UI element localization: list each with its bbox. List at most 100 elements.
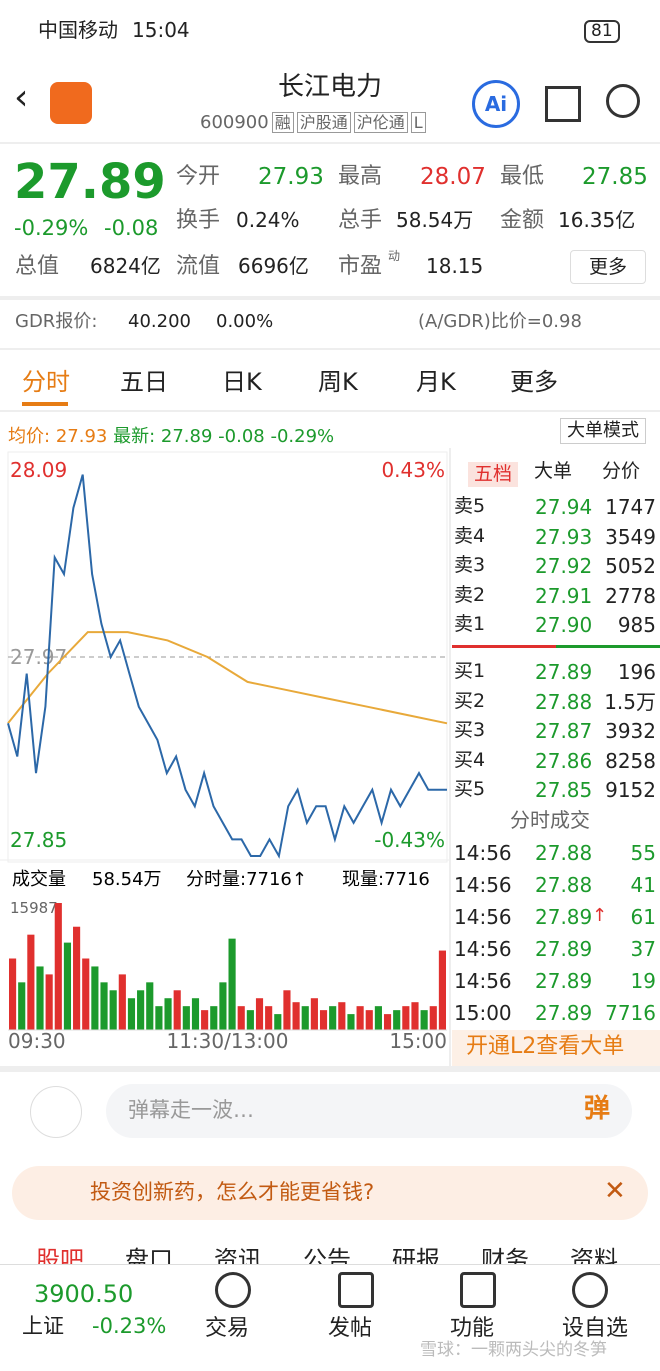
volume-bar bbox=[127, 998, 136, 1030]
book-qty: 196 bbox=[617, 660, 656, 684]
change: -0.08 bbox=[104, 216, 159, 240]
danmu-button[interactable]: 弹 bbox=[584, 1094, 611, 1124]
book-price: 27.91 bbox=[535, 583, 593, 608]
trade-qty: 61 bbox=[630, 905, 656, 929]
danmu-placeholder: 弹幕走一波… bbox=[128, 1098, 254, 1122]
trade-qty: 19 bbox=[630, 969, 656, 993]
book-price: 27.93 bbox=[535, 524, 593, 549]
x-tick-label: 11:30/13:00 bbox=[166, 1029, 288, 1053]
book-qty: 1.5万 bbox=[604, 689, 656, 714]
nav-item[interactable]: 设自选 bbox=[562, 1316, 629, 1341]
volume-bar bbox=[164, 998, 172, 1030]
tab[interactable]: 日K bbox=[222, 368, 262, 396]
tab[interactable]: 五日 bbox=[120, 368, 168, 396]
field-value: 27.85 bbox=[582, 164, 648, 190]
trade-time: 14:56 bbox=[454, 905, 512, 929]
nav-icon bbox=[460, 1272, 496, 1308]
divider bbox=[0, 348, 660, 350]
volume-bar bbox=[438, 950, 446, 1030]
volume-bar bbox=[210, 1006, 218, 1030]
book-qty: 1747 bbox=[605, 495, 656, 519]
volume-bar bbox=[182, 1006, 190, 1030]
book-qty: 9152 bbox=[605, 778, 656, 802]
danmu-icon[interactable] bbox=[30, 1086, 82, 1138]
volume-bar bbox=[73, 926, 81, 1030]
book-qty: 3549 bbox=[605, 524, 656, 549]
tab[interactable]: 更多 bbox=[510, 368, 558, 396]
volume-bar bbox=[356, 1006, 364, 1030]
field-label: 市盈 bbox=[338, 254, 383, 279]
trade-time: 14:56 bbox=[454, 873, 512, 897]
volume-bar bbox=[292, 1002, 300, 1030]
tab[interactable]: 周K bbox=[318, 368, 358, 396]
index-value[interactable]: 3900.50 bbox=[34, 1280, 134, 1308]
last: 27.89 bbox=[160, 426, 213, 447]
volume-bar bbox=[265, 1006, 273, 1030]
field-value: 18.15 bbox=[426, 254, 484, 278]
volume-bar bbox=[237, 1006, 245, 1030]
field-label: 最低 bbox=[500, 164, 545, 189]
tag: 融 bbox=[271, 112, 294, 133]
volume-bar bbox=[100, 982, 108, 1030]
trade-price: 27.88 bbox=[535, 873, 593, 897]
field-value: 27.93 bbox=[258, 164, 324, 190]
field-label: 最高 bbox=[338, 164, 383, 189]
trade-qty: 41 bbox=[630, 873, 656, 897]
ad-bar[interactable] bbox=[12, 1166, 648, 1220]
price-line bbox=[7, 474, 447, 859]
volume-bar bbox=[338, 1002, 346, 1030]
book-price: 27.94 bbox=[535, 495, 593, 519]
book-qty: 985 bbox=[617, 613, 656, 637]
book-price: 27.89 bbox=[535, 660, 593, 684]
nav-item[interactable]: 交易 bbox=[205, 1316, 250, 1341]
battery: 81 bbox=[584, 20, 620, 43]
more-button[interactable]: 更多 bbox=[570, 250, 646, 284]
book-price: 27.92 bbox=[535, 554, 593, 578]
volume-bar bbox=[137, 990, 145, 1030]
volume-bar bbox=[274, 1014, 282, 1030]
nav-item[interactable]: 发帖 bbox=[328, 1316, 373, 1341]
book-label: 卖4 bbox=[454, 524, 486, 547]
nav-item[interactable]: 功能 bbox=[450, 1316, 495, 1341]
volume-bar bbox=[411, 1002, 419, 1030]
gdr-price: 40.200 bbox=[128, 311, 191, 332]
volume-bar bbox=[429, 1006, 437, 1030]
tab-indicator bbox=[22, 402, 68, 406]
trade-price: 27.89 bbox=[535, 969, 593, 993]
vol-max: 15987 bbox=[10, 899, 58, 917]
field-label: 总值 bbox=[15, 254, 60, 279]
index-pct: -0.23% bbox=[92, 1314, 167, 1338]
x-tick-label: 15:00 bbox=[389, 1029, 447, 1053]
last-label: 最新: bbox=[113, 426, 156, 447]
danmu-input[interactable] bbox=[106, 1084, 632, 1138]
bottom-nav bbox=[0, 1264, 660, 1371]
field-value: 6696亿 bbox=[238, 254, 309, 278]
book-qty: 2778 bbox=[605, 583, 656, 608]
volume-bar bbox=[146, 982, 154, 1030]
back[interactable]: ‹ bbox=[14, 77, 29, 118]
ad-close[interactable]: ✕ bbox=[604, 1176, 626, 1206]
tag: 沪股通 bbox=[296, 112, 351, 133]
clock: 15:04 bbox=[132, 18, 190, 42]
book-label: 买2 bbox=[454, 689, 486, 712]
avg-label: 均价: bbox=[8, 426, 51, 447]
field-value: 58.54万 bbox=[396, 208, 474, 232]
mode-button[interactable]: 大单模式 bbox=[560, 418, 646, 444]
trade-time: 14:56 bbox=[454, 841, 512, 865]
book-label: 卖5 bbox=[454, 495, 486, 517]
divider bbox=[0, 142, 660, 144]
tab[interactable]: 月K bbox=[416, 368, 456, 396]
field-label: 流值 bbox=[176, 254, 221, 279]
book-label: 卖3 bbox=[454, 554, 486, 576]
search[interactable] bbox=[606, 84, 640, 118]
field-sup: 动 bbox=[388, 249, 401, 263]
book-tab: 大单 bbox=[534, 460, 573, 482]
share[interactable] bbox=[545, 86, 581, 122]
ai-button[interactable]: Ai bbox=[472, 80, 520, 128]
book-label: 买4 bbox=[454, 748, 486, 771]
book-qty: 8258 bbox=[605, 748, 656, 773]
volume-bar bbox=[228, 938, 236, 1030]
tab[interactable]: 分时 bbox=[22, 368, 70, 396]
volume-bar bbox=[173, 990, 181, 1030]
